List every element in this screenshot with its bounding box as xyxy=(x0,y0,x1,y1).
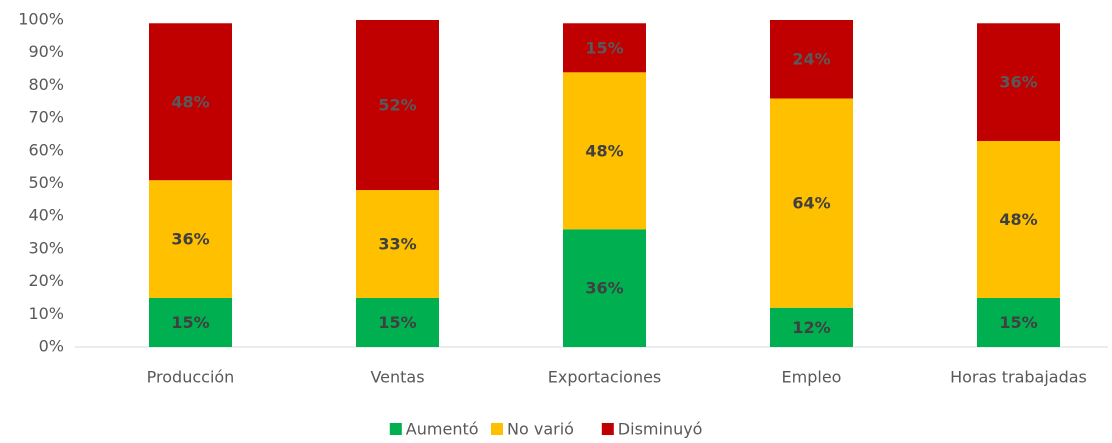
bar-segment xyxy=(977,297,1060,347)
legend-swatch xyxy=(389,423,402,435)
bar-segment xyxy=(977,23,1060,141)
y-tick-label: 50% xyxy=(28,173,64,192)
legend-label: No varió xyxy=(507,420,574,439)
bar-segment xyxy=(563,23,646,73)
data-label: 15% xyxy=(378,313,416,332)
y-tick-label: 40% xyxy=(28,206,64,225)
y-tick-label: 0% xyxy=(39,337,64,356)
x-tick-label: Ventas xyxy=(370,368,424,387)
bar-segment xyxy=(770,98,853,308)
legend-swatch xyxy=(601,423,614,435)
legend-swatch xyxy=(491,423,503,435)
y-tick-label: 60% xyxy=(28,140,64,159)
y-tick-label: 20% xyxy=(28,271,64,290)
bar-segment xyxy=(977,140,1060,298)
bar-segment xyxy=(770,307,853,347)
data-label: 48% xyxy=(999,210,1037,229)
bar-segment xyxy=(149,180,232,298)
bar-segment xyxy=(770,20,853,99)
y-tick-label: 10% xyxy=(28,304,64,323)
data-label: 15% xyxy=(585,38,623,57)
data-label: 36% xyxy=(585,279,623,298)
data-label: 48% xyxy=(585,141,623,160)
x-tick-label: Horas trabajadas xyxy=(950,368,1087,387)
data-label: 52% xyxy=(378,96,416,115)
y-tick-label: 30% xyxy=(28,238,64,257)
bar-segment xyxy=(356,190,439,298)
data-label: 64% xyxy=(792,194,830,213)
data-label: 36% xyxy=(171,230,209,249)
y-tick-label: 100% xyxy=(18,10,64,29)
data-label: 33% xyxy=(378,234,416,253)
data-label: 12% xyxy=(792,318,830,337)
bar-segment xyxy=(563,72,646,230)
y-tick-label: 70% xyxy=(28,108,64,127)
data-label: 15% xyxy=(999,313,1037,332)
bar-segment xyxy=(149,23,232,181)
data-label: 36% xyxy=(999,73,1037,92)
bar-segment xyxy=(356,20,439,191)
legend-label: Aumentó xyxy=(406,420,479,439)
x-tick-label: Empleo xyxy=(782,368,842,387)
y-tick-label: 90% xyxy=(28,42,64,61)
bar-segment xyxy=(149,297,232,347)
x-tick-label: Exportaciones xyxy=(548,368,662,387)
x-tick-label: Producción xyxy=(147,368,235,387)
legend-label: Disminuyó xyxy=(618,420,703,439)
data-label: 15% xyxy=(171,313,209,332)
y-tick-label: 80% xyxy=(28,75,64,94)
bar-segment xyxy=(356,297,439,347)
bar-segment xyxy=(563,229,646,347)
data-label: 24% xyxy=(792,50,830,69)
data-label: 48% xyxy=(171,92,209,111)
